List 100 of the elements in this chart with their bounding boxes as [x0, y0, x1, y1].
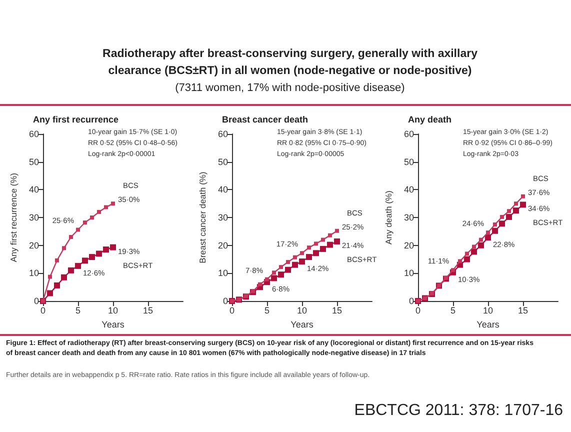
point — [472, 244, 476, 249]
point — [320, 246, 326, 252]
point — [47, 290, 53, 296]
x-tick-label: 5 — [450, 306, 456, 316]
point — [521, 194, 525, 198]
y-tick-label: 40 — [404, 184, 414, 195]
x-axis-title: Years — [102, 319, 125, 330]
point — [278, 272, 284, 278]
point — [314, 242, 318, 246]
x-tick-label: 15 — [332, 306, 342, 316]
point — [507, 209, 511, 214]
point — [83, 220, 87, 225]
x-tick-label: 10 — [296, 306, 308, 316]
point — [306, 254, 312, 260]
point — [458, 259, 462, 264]
point — [286, 260, 290, 264]
point — [258, 282, 262, 286]
point — [499, 220, 505, 227]
point — [103, 246, 109, 253]
y-axis-title: Any first recurrence (%) — [8, 172, 19, 262]
point — [464, 256, 470, 262]
x-axis-title: Years — [476, 319, 500, 330]
y-tick-label: 60 — [218, 129, 228, 139]
x-tick-label: 5 — [264, 306, 270, 316]
x-tick-label: 0 — [229, 306, 235, 316]
point — [300, 251, 304, 256]
point — [55, 258, 59, 262]
y-axis-title: Breast cancer death (%) — [198, 172, 208, 264]
x-tick-label: 15 — [142, 306, 154, 316]
point — [285, 266, 291, 273]
point — [478, 242, 484, 248]
point — [451, 268, 455, 272]
point — [110, 244, 116, 250]
y-tick-label: 10 — [404, 268, 414, 278]
point — [76, 228, 80, 232]
point — [68, 267, 74, 274]
point — [513, 208, 519, 214]
point — [327, 242, 333, 248]
x-tick-label: 0 — [40, 306, 46, 316]
point — [520, 202, 526, 208]
text: Radiotherapy after breast-conserving surgery, generally with axillary clearance (BCS±RT) in all women (node-negative or node-positive) — [102, 47, 478, 79]
x-tick-label: 0 — [415, 306, 421, 316]
point — [465, 252, 469, 256]
point — [334, 238, 340, 244]
y-tick-label: 60 — [404, 129, 414, 139]
y-tick-label: 30 — [218, 212, 228, 222]
point — [54, 282, 60, 288]
point — [90, 216, 94, 220]
y-tick-label: 30 — [404, 212, 414, 222]
y-tick-label: 10 — [218, 268, 228, 278]
y-tick-label: 20 — [218, 240, 228, 250]
point — [82, 258, 88, 264]
y-tick-label: 50 — [404, 156, 414, 167]
point — [299, 258, 305, 264]
point — [62, 246, 66, 250]
point — [514, 202, 518, 206]
point — [89, 254, 95, 260]
y-tick-label: 50 — [218, 156, 228, 167]
chart-title: Any death — [408, 114, 452, 124]
point — [471, 248, 477, 255]
point — [292, 262, 298, 268]
y-tick-label: 40 — [218, 184, 228, 195]
point — [97, 210, 101, 214]
y-axis-title: Any death (%) — [384, 190, 394, 244]
point — [506, 214, 512, 220]
point — [271, 275, 277, 282]
y-tick-label: 30 — [28, 212, 39, 222]
text: EBCTCG 2011: 378: 1707-16 — [354, 402, 563, 420]
point — [335, 228, 339, 233]
x-tick-label: 10 — [482, 306, 494, 316]
x-tick-label: 10 — [108, 306, 118, 316]
y-tick-label: 20 — [404, 240, 414, 250]
point — [492, 228, 498, 234]
point — [485, 234, 491, 241]
point — [61, 274, 67, 280]
point — [486, 230, 490, 235]
point — [479, 238, 483, 242]
point — [75, 262, 81, 269]
point — [265, 277, 269, 282]
point — [313, 250, 319, 256]
point — [48, 274, 52, 279]
chart-title: Any first recurrence — [33, 114, 119, 124]
point — [96, 250, 102, 257]
point — [272, 270, 276, 275]
point — [307, 246, 311, 250]
point — [279, 265, 283, 270]
y-tick-label: 40 — [28, 184, 39, 195]
x-tick-label: 5 — [75, 306, 81, 316]
text: (7311 women, 17% with node-positive disease) — [174, 82, 406, 94]
point — [321, 238, 325, 242]
x-axis-title: Years — [290, 319, 314, 330]
point — [111, 202, 115, 206]
point — [104, 205, 108, 210]
point — [493, 222, 497, 226]
chart-title: Breast cancer death — [222, 114, 308, 124]
y-tick-label: 60 — [28, 129, 39, 139]
x-tick-label: 15 — [518, 306, 528, 316]
point — [69, 234, 73, 239]
y-tick-label: 50 — [28, 156, 39, 167]
point — [293, 255, 297, 260]
